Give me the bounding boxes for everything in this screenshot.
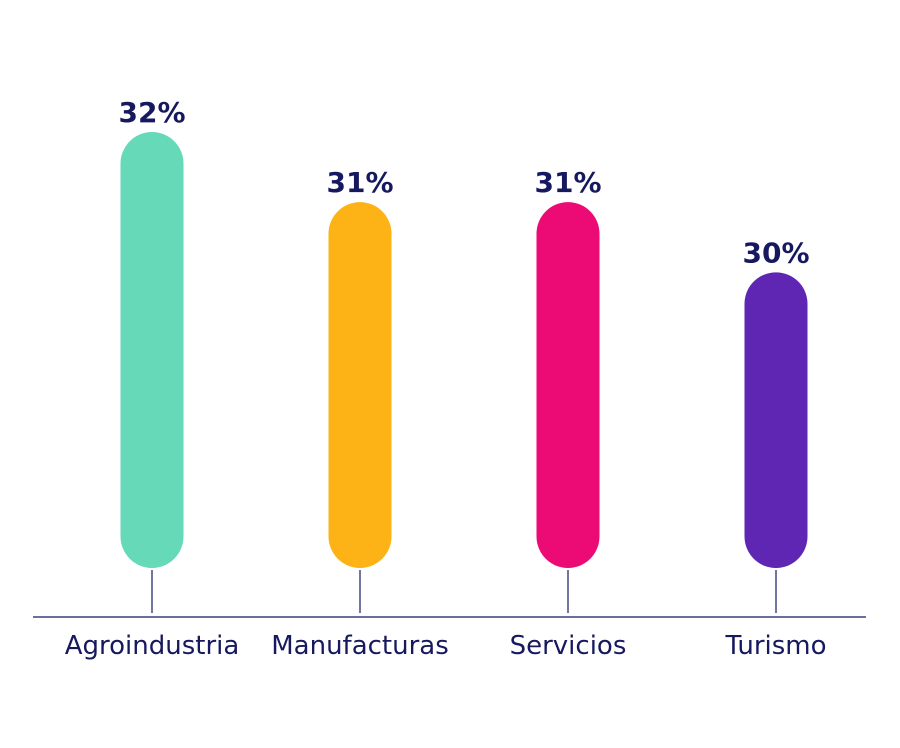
bar-turismo [744,272,808,568]
category-label-turismo: Turismo [724,631,826,661]
category-label-manufacturas: Manufacturas [271,631,449,661]
value-label-agroindustria: 32% [118,96,185,129]
value-label-turismo: 30% [742,236,809,269]
bar-agroindustria [120,132,184,568]
bars-layer [120,132,808,568]
category-labels-layer: Agroindustria Manufacturas Servicios Turism… [65,631,827,661]
value-label-servicios: 31% [534,166,601,199]
category-label-agroindustria: Agroindustria [65,631,240,661]
ticks-layer [151,570,777,613]
bar-servicios [536,202,600,568]
bar-manufacturas [328,202,392,568]
value-labels-layer: 32% 31% 31% 30% [118,96,809,269]
category-label-servicios: Servicios [510,631,627,661]
value-label-manufacturas: 31% [326,166,393,199]
